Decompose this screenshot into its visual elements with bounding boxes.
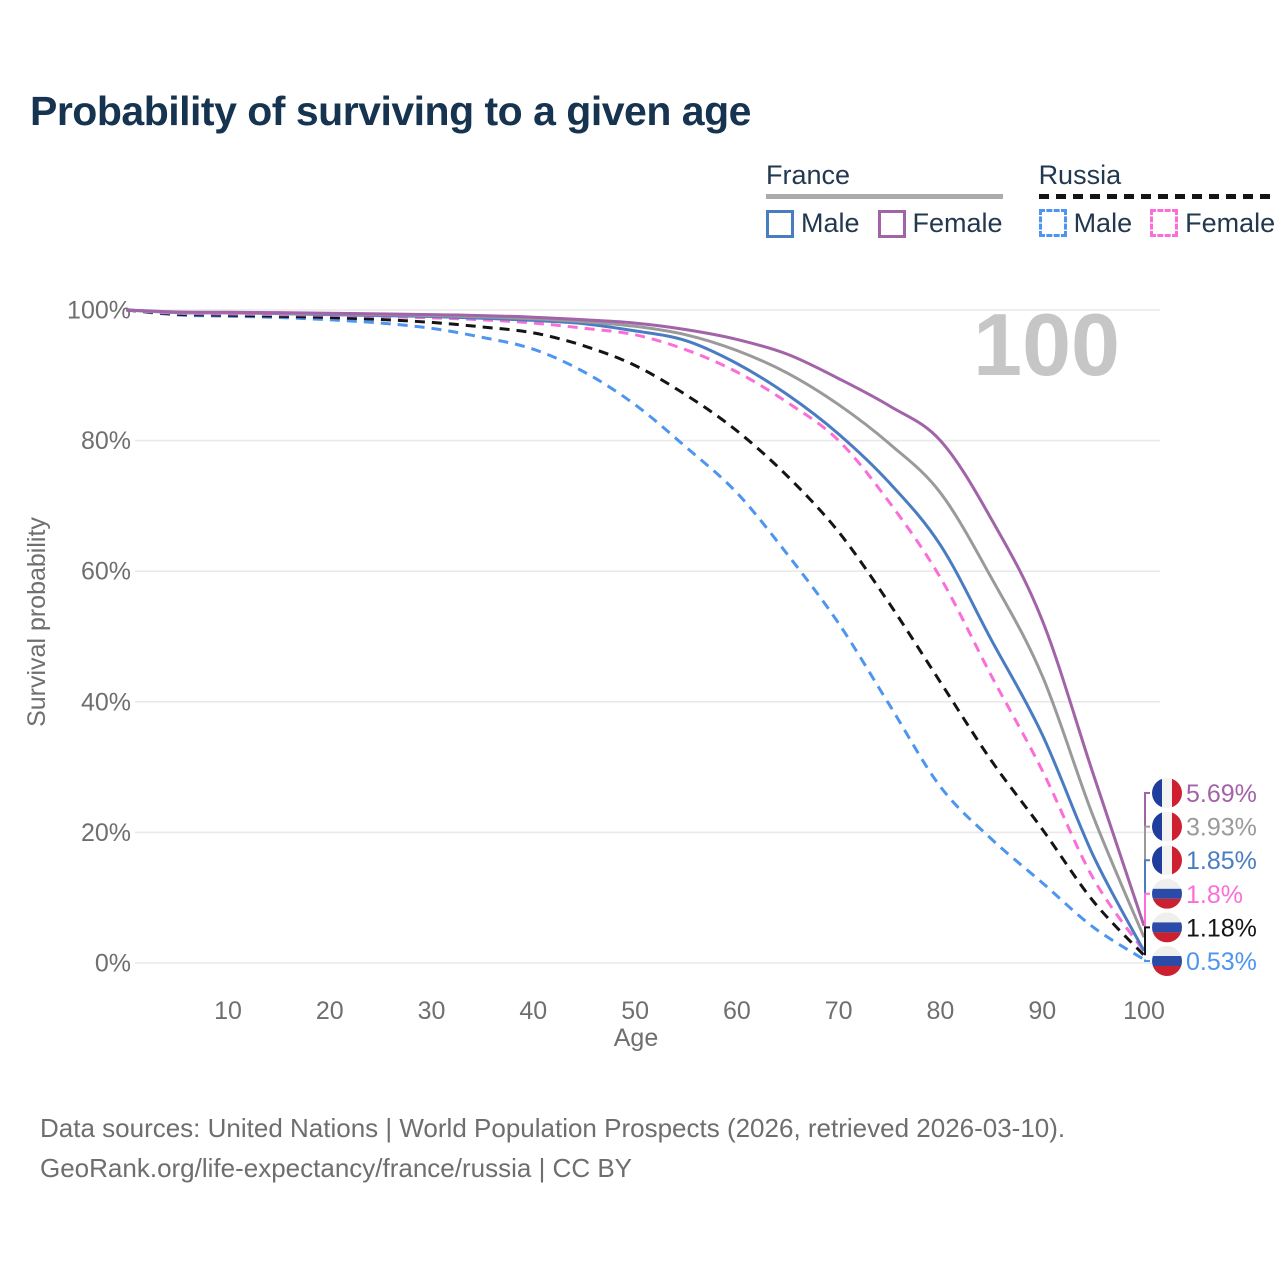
legend-item-france-female[interactable]: Female: [877, 208, 1003, 239]
end-value-france-male: 1.85%: [1186, 847, 1257, 875]
end-value-russia-male: 0.53%: [1186, 948, 1257, 976]
y-axis-tick-labels: 0% 20% 40% 60% 80% 100%: [67, 297, 131, 978]
russia-flag-icon: [1152, 946, 1182, 976]
legend-france-female-label: Female: [912, 208, 1003, 238]
curve-france-both-sexes[interactable]: [126, 308, 1146, 938]
leader-line-russia-both-sexes: [1144, 926, 1150, 956]
legend-russia-underline: [1038, 194, 1276, 199]
x-axis-title: Age: [614, 1024, 658, 1052]
france-flag-icon: [1152, 778, 1182, 808]
y-tick-100%: 100%: [67, 297, 131, 325]
legend-russia-male-label: Male: [1073, 207, 1133, 238]
footer-sources-line: Data sources: United Nations | World Pop…: [40, 1113, 1066, 1143]
legend-russia-title: Russia: [1038, 160, 1122, 190]
legend-group-russia: Russia Male Female: [1038, 160, 1276, 239]
x-tick-40: 40: [519, 997, 547, 1025]
x-axis-tick-labels: 10 20 30 40 50 60 70 80 90 100: [214, 997, 1165, 1025]
end-value-russia-female: 1.8%: [1186, 881, 1243, 909]
x-tick-100: 100: [1123, 997, 1165, 1025]
legend-france-female-swatch[interactable]: [877, 209, 906, 238]
end-value-france-female: 5.69%: [1186, 780, 1257, 808]
y-axis-title: Survival probability: [23, 517, 51, 727]
legend-russia-female-swatch[interactable]: [1150, 209, 1179, 237]
x-tick-60: 60: [723, 997, 751, 1025]
y-tick-40%: 40%: [81, 688, 131, 716]
end-value-france-both-sexes: 3.93%: [1186, 814, 1257, 842]
legend-item-russia-female[interactable]: Female: [1150, 208, 1275, 239]
legend-france-male-swatch[interactable]: [766, 209, 794, 238]
chart-legend: France Male Female Russia Male: [766, 160, 1276, 239]
x-tick-90: 90: [1028, 997, 1056, 1025]
curve-russia-female[interactable]: [126, 308, 1146, 953]
curve-russia-male[interactable]: [126, 308, 1145, 961]
y-tick-0%: 0%: [95, 950, 131, 978]
curve-france-female[interactable]: [126, 308, 1146, 927]
france-flag-icon: [1152, 811, 1182, 842]
france-flag-icon: [1152, 845, 1182, 876]
x-tick-50: 50: [621, 997, 649, 1025]
legend-item-russia-male[interactable]: Male: [1038, 207, 1133, 239]
age-counter-watermark: 100: [973, 295, 1120, 394]
x-tick-80: 80: [927, 997, 955, 1025]
legend-group-france: France Male Female: [766, 160, 1003, 239]
page-title: Probability of surviving to a given age: [30, 88, 751, 134]
x-tick-20: 20: [316, 997, 344, 1025]
survival-curves: [126, 308, 1146, 961]
legend-france-underline: [766, 194, 1003, 199]
russia-flag-icon: [1152, 912, 1182, 943]
x-tick-30: 30: [418, 997, 446, 1025]
russia-flag-icon: [1152, 878, 1182, 909]
curve-russia-both-sexes[interactable]: [126, 308, 1146, 957]
end-value-labels: 5.69% 3.93% 1.85% 1.8% 1.18% 0.53%: [1144, 778, 1257, 976]
y-tick-80%: 80%: [81, 427, 131, 455]
legend-france-male-label: Male: [801, 208, 860, 238]
legend-france-title: France: [766, 160, 851, 190]
y-tick-20%: 20%: [81, 819, 131, 847]
leader-line-russia-male: [1144, 959, 1150, 962]
y-tick-60%: 60%: [81, 558, 131, 586]
legend-russia-female-label: Female: [1185, 207, 1276, 238]
x-tick-10: 10: [214, 997, 242, 1025]
data-sources-footer: Data sources: United Nations | World Pop…: [40, 1108, 1065, 1188]
legend-item-france-male[interactable]: Male: [766, 208, 860, 239]
legend-russia-male-swatch[interactable]: [1038, 209, 1067, 237]
end-value-russia-both-sexes: 1.18%: [1186, 914, 1257, 942]
footer-attribution-line: GeoRank.org/life-expectancy/france/russi…: [40, 1153, 633, 1183]
gridlines: [135, 309, 1160, 964]
x-tick-70: 70: [825, 997, 853, 1025]
